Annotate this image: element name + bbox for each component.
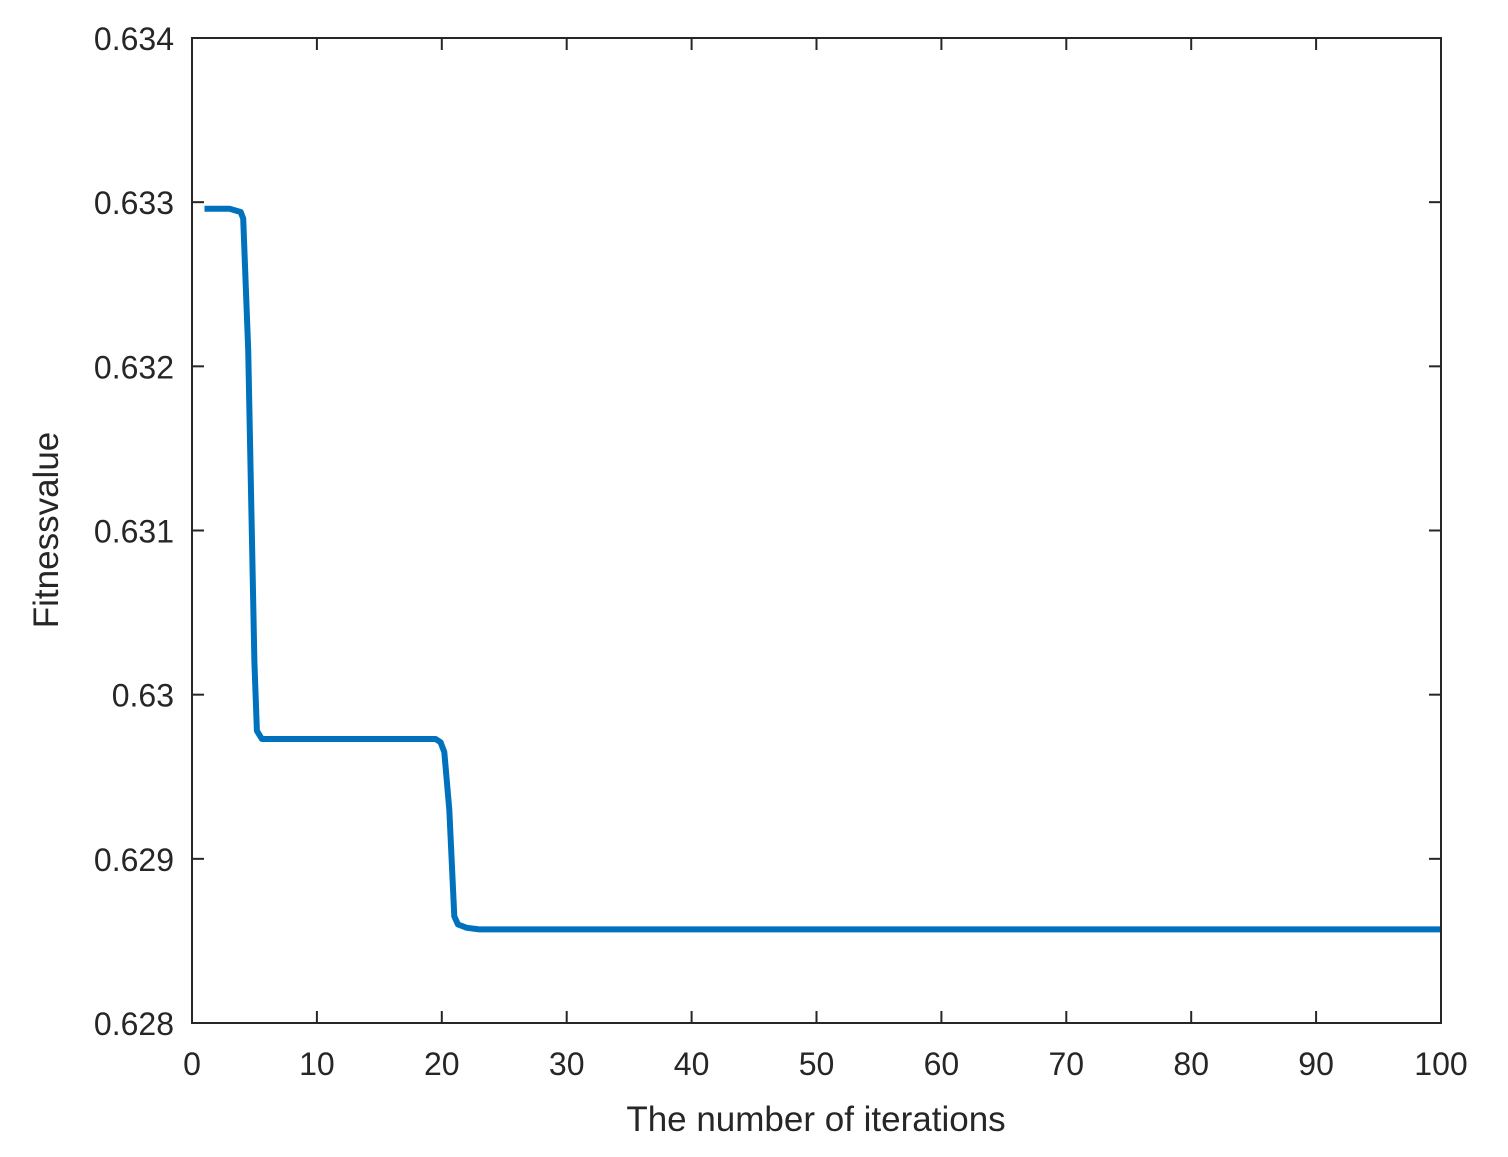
fitness-series-line <box>204 205 1441 933</box>
x-tick-label: 0 <box>183 1046 201 1082</box>
y-tick-label: 0.631 <box>94 514 174 550</box>
x-tick-label: 10 <box>299 1046 335 1082</box>
y-tick-label: 0.63 <box>112 678 174 714</box>
x-tick-label: 80 <box>1173 1046 1209 1082</box>
x-tick-label: 30 <box>549 1046 585 1082</box>
x-tick-label: 100 <box>1414 1046 1467 1082</box>
x-tick-label: 70 <box>1049 1046 1085 1082</box>
y-tick-label: 0.628 <box>94 1006 174 1042</box>
x-tick-label: 60 <box>924 1046 960 1082</box>
y-tick-label: 0.634 <box>94 21 174 57</box>
y-axis-label: Fitnessvalue <box>27 432 66 628</box>
x-tick-label: 90 <box>1298 1046 1334 1082</box>
y-tick-label: 0.633 <box>94 185 174 221</box>
x-axis-label: The number of iterations <box>626 1100 1005 1139</box>
series-layer <box>204 205 1441 933</box>
y-tick-label: 0.632 <box>94 349 174 385</box>
plot-frame <box>191 37 1442 1024</box>
y-tick-label: 0.629 <box>94 842 174 878</box>
x-tick-label: 40 <box>674 1046 710 1082</box>
x-tick-labels: 0 10 20 30 40 50 60 70 80 90 100 <box>183 1046 1468 1082</box>
x-tick-label: 20 <box>424 1046 460 1082</box>
y-tick-labels: 0.628 0.629 0.63 0.631 0.632 0.633 0.634 <box>94 21 174 1042</box>
x-tick-label: 50 <box>799 1046 835 1082</box>
